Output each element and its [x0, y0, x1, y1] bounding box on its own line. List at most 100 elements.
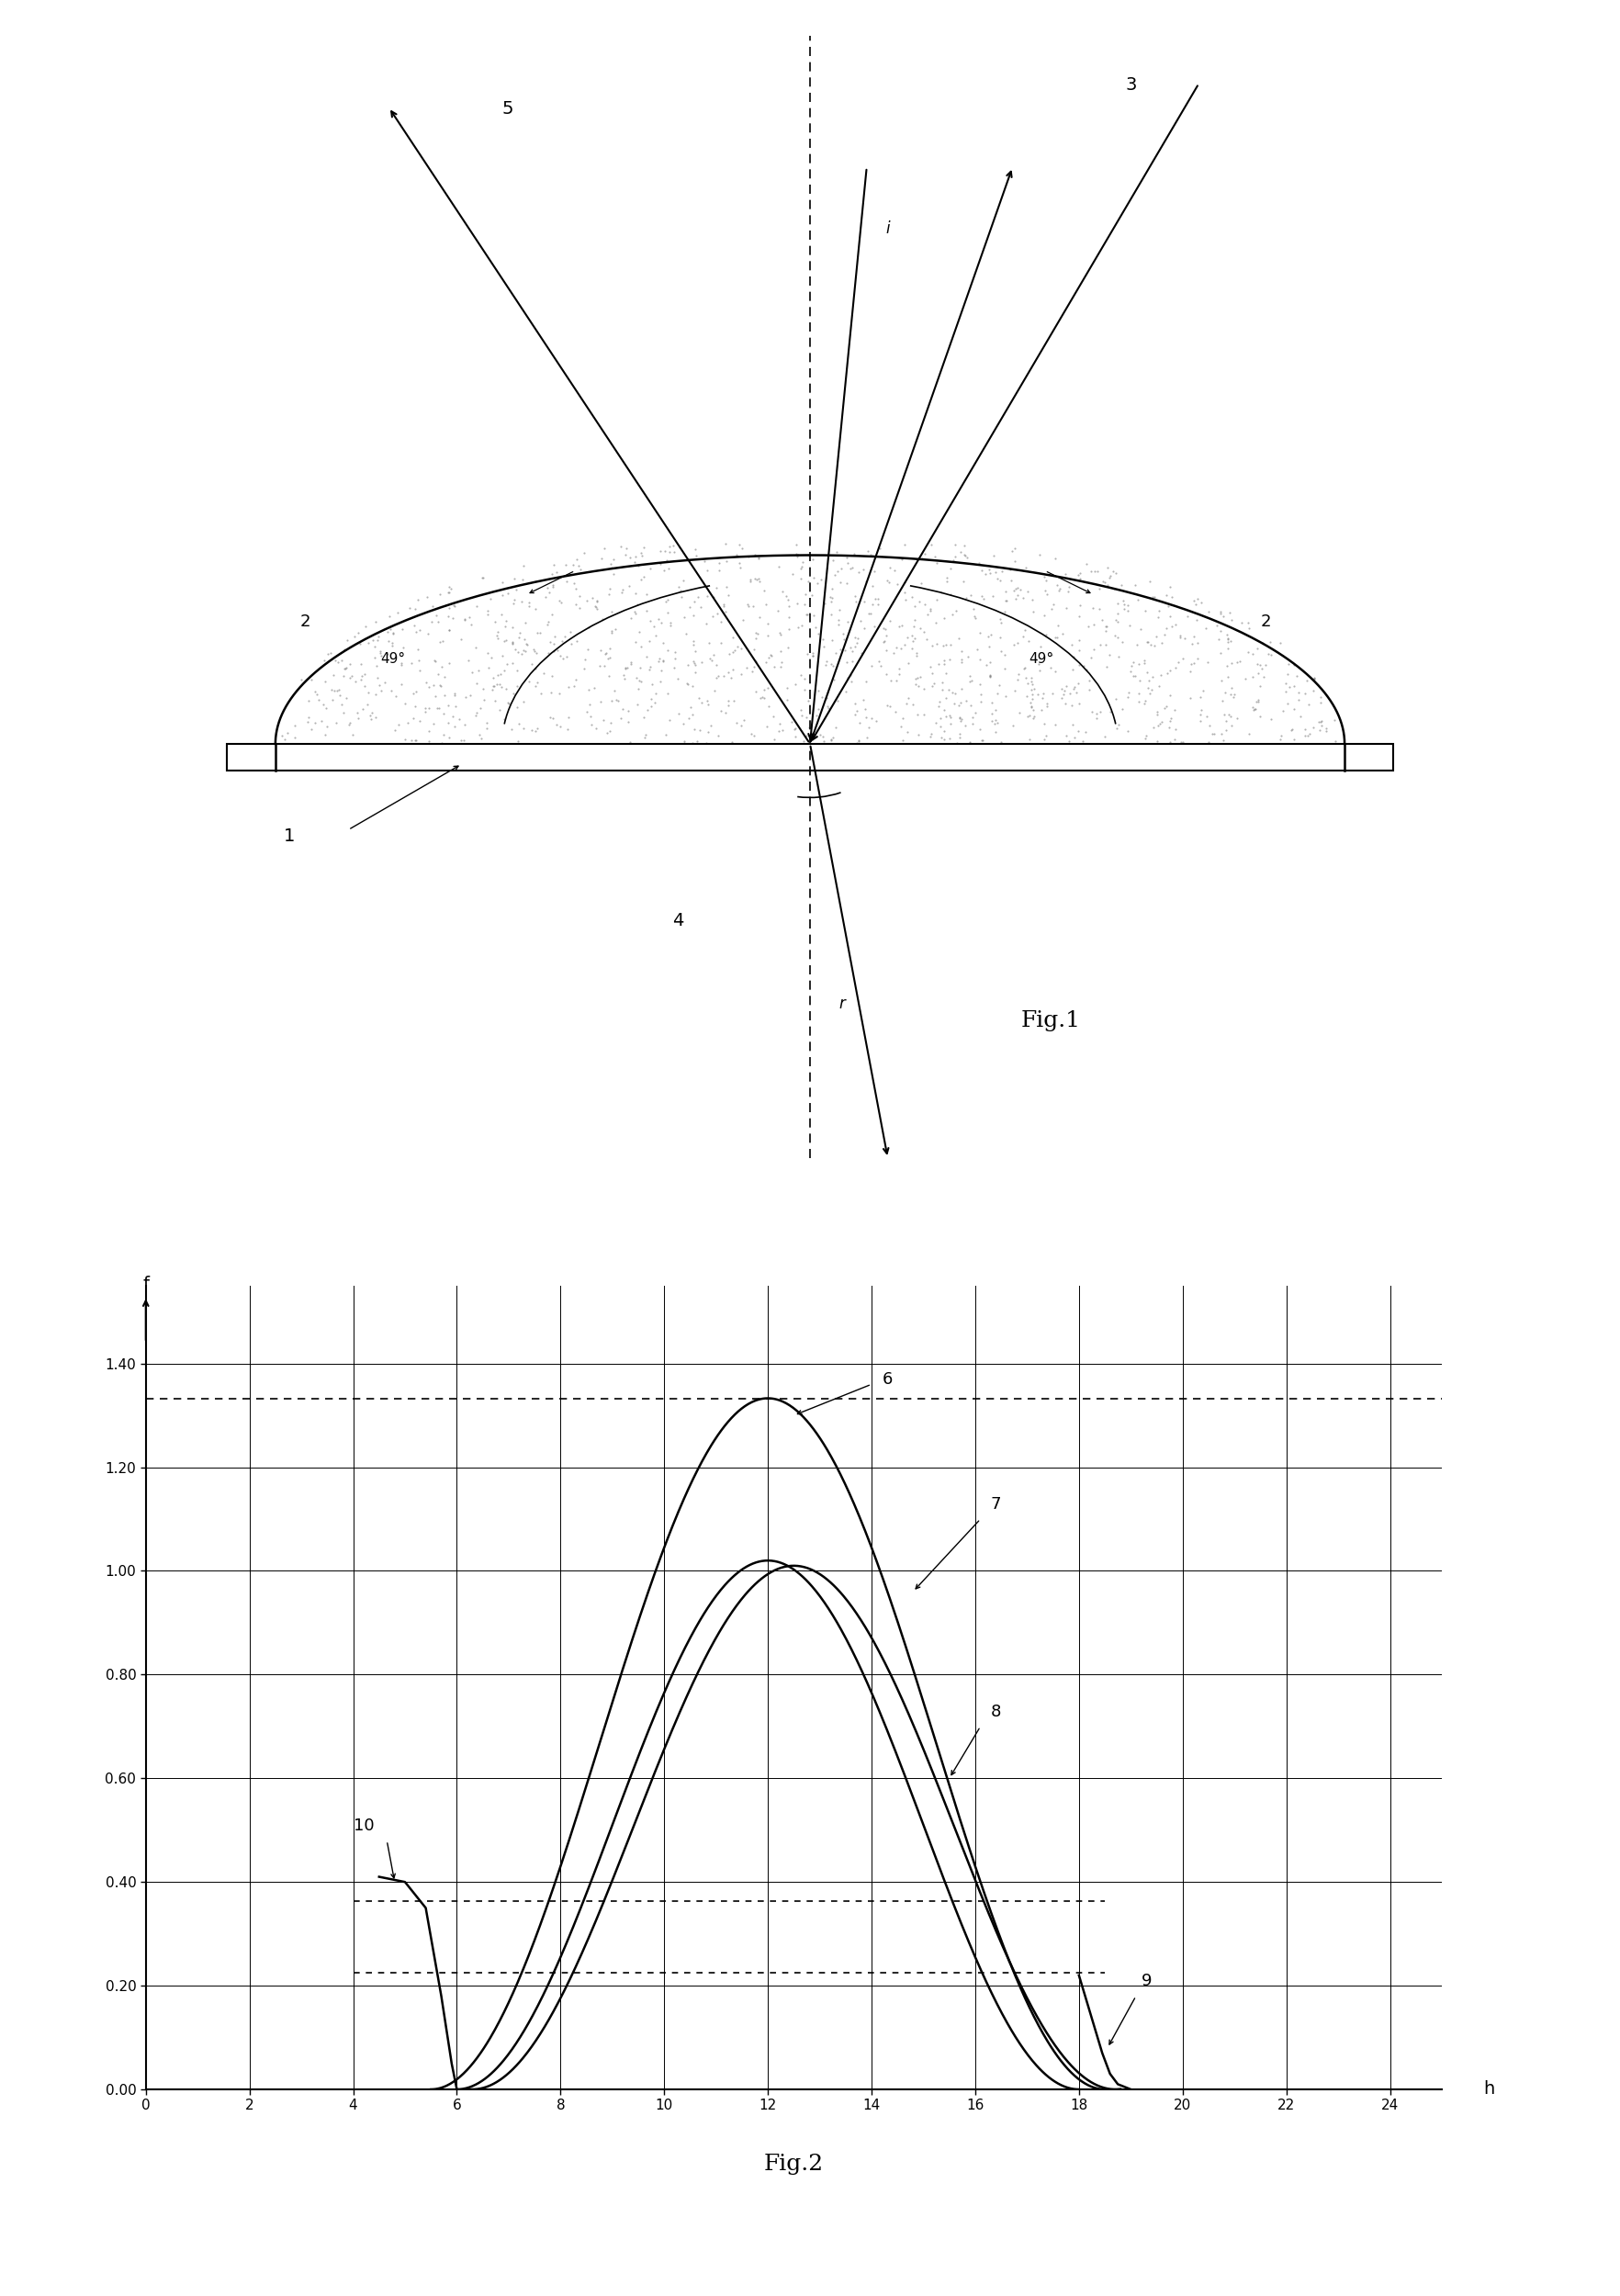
- Point: [744, 613, 770, 650]
- Point: [481, 604, 507, 641]
- Point: [1184, 581, 1210, 618]
- Point: [329, 643, 355, 680]
- Point: [941, 684, 967, 721]
- Point: [813, 680, 839, 716]
- Point: [745, 540, 771, 576]
- Point: [637, 652, 663, 689]
- Point: [455, 643, 481, 680]
- Point: [932, 641, 957, 677]
- Point: [820, 719, 846, 755]
- Point: [787, 560, 813, 597]
- Point: [484, 618, 510, 654]
- Point: [1103, 602, 1129, 638]
- Point: [859, 595, 885, 631]
- Point: [1092, 719, 1118, 755]
- Point: [794, 597, 820, 634]
- Point: [765, 712, 791, 748]
- Point: [894, 714, 920, 751]
- Point: [625, 546, 651, 583]
- Point: [766, 549, 792, 585]
- Point: [622, 544, 648, 581]
- Point: [766, 615, 792, 652]
- Point: [1050, 670, 1076, 707]
- Point: [906, 659, 932, 696]
- Point: [504, 572, 530, 608]
- Point: [1225, 700, 1251, 737]
- Point: [428, 668, 454, 705]
- Point: [1259, 700, 1285, 737]
- Point: [1273, 666, 1299, 703]
- Point: [812, 723, 838, 760]
- Point: [381, 615, 407, 652]
- Point: [682, 712, 708, 748]
- Point: [1021, 700, 1047, 737]
- Point: [1001, 673, 1027, 709]
- Point: [282, 707, 308, 744]
- Point: [859, 700, 885, 737]
- Point: [928, 707, 954, 744]
- Point: [758, 636, 784, 673]
- Point: [988, 604, 1014, 641]
- Point: [627, 629, 653, 666]
- Point: [1165, 645, 1191, 682]
- Point: [1006, 657, 1032, 693]
- Point: [601, 673, 627, 709]
- Point: [392, 721, 418, 758]
- Point: [1051, 673, 1077, 709]
- Point: [458, 654, 484, 691]
- Point: [740, 631, 766, 668]
- Point: [572, 650, 598, 687]
- Point: [1092, 565, 1118, 602]
- Point: [902, 659, 928, 696]
- Point: [1011, 650, 1037, 687]
- Point: [538, 673, 564, 709]
- Point: [1194, 698, 1220, 735]
- Point: [522, 590, 548, 627]
- Point: [1140, 709, 1166, 746]
- Point: [680, 627, 706, 664]
- Point: [1121, 657, 1147, 693]
- Point: [637, 647, 663, 684]
- Point: [1202, 716, 1228, 753]
- Point: [1050, 680, 1076, 716]
- Point: [1286, 675, 1312, 712]
- Point: [1040, 585, 1066, 622]
- Point: [622, 595, 648, 631]
- Point: [745, 560, 771, 597]
- Point: [463, 693, 489, 730]
- Point: [902, 666, 928, 703]
- Point: [978, 618, 1004, 654]
- Point: [433, 588, 458, 625]
- Point: [1019, 670, 1045, 707]
- Point: [583, 590, 609, 627]
- Point: [888, 629, 914, 666]
- Point: [711, 585, 737, 622]
- Point: [646, 641, 672, 677]
- Point: [860, 585, 886, 622]
- Point: [1286, 698, 1312, 735]
- Point: [1068, 553, 1094, 590]
- Point: [1071, 723, 1097, 760]
- Point: [345, 700, 371, 737]
- Point: [1084, 700, 1110, 737]
- Point: [1090, 563, 1116, 599]
- Point: [373, 664, 399, 700]
- Point: [914, 595, 940, 631]
- Point: [951, 563, 977, 599]
- Point: [437, 569, 463, 606]
- Point: [314, 636, 340, 673]
- Point: [1066, 714, 1092, 751]
- Point: [389, 647, 415, 684]
- Point: [891, 627, 917, 664]
- Text: Fig.2: Fig.2: [765, 2154, 823, 2174]
- Point: [1076, 608, 1102, 645]
- Point: [1056, 723, 1082, 760]
- Point: [1102, 569, 1128, 606]
- Point: [313, 689, 339, 726]
- Point: [515, 664, 541, 700]
- Point: [382, 712, 408, 748]
- Point: [800, 638, 826, 675]
- Point: [1144, 693, 1170, 730]
- Point: [784, 535, 810, 572]
- Point: [627, 650, 653, 687]
